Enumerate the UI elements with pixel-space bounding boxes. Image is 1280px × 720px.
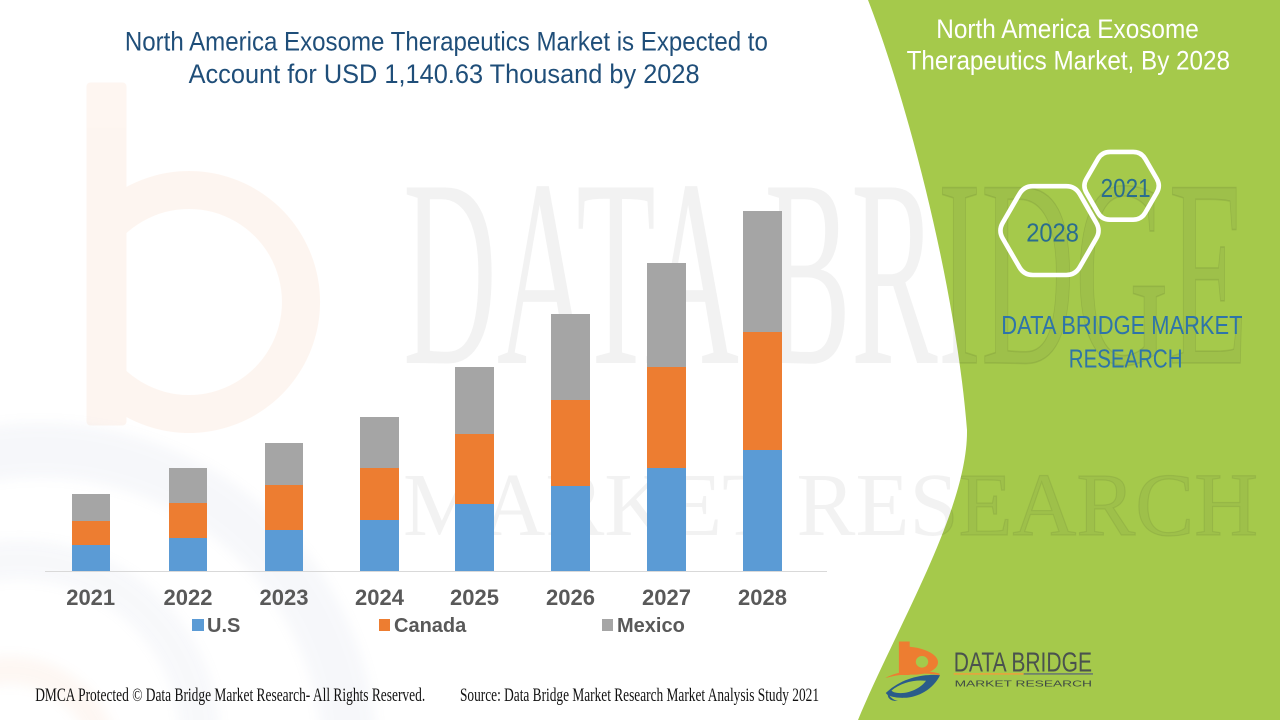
- svg-text:RESEARCH: RESEARCH: [1069, 344, 1183, 374]
- svg-text:DATA BRIDGE: DATA BRIDGE: [954, 646, 1092, 677]
- svg-text:Account for USD 1,140.63 Thous: Account for USD 1,140.63 Thousand by 202…: [189, 59, 700, 89]
- svg-text:2028: 2028: [1026, 218, 1079, 248]
- svg-text:DATA BRIDGE MARKET: DATA BRIDGE MARKET: [1001, 310, 1242, 340]
- svg-text:Source: Data Bridge Market Res: Source: Data Bridge Market Research Mark…: [460, 685, 819, 706]
- svg-text:DATA BRIDGE: DATA BRIDGE: [403, 124, 1248, 421]
- svg-text:North America Exosome: North America Exosome: [936, 14, 1199, 44]
- svg-text:2021: 2021: [1101, 173, 1151, 203]
- svg-text:North America Exosome Therapeu: North America Exosome Therapeutics Marke…: [125, 26, 768, 56]
- svg-text:MARKET RESEARCH: MARKET RESEARCH: [403, 456, 1258, 555]
- svg-text:Therapeutics Market, By 2028: Therapeutics Market, By 2028: [907, 45, 1230, 75]
- svg-text:MARKET RESEARCH: MARKET RESEARCH: [955, 678, 1092, 688]
- svg-text:DMCA Protected © Data Bridge M: DMCA Protected © Data Bridge Market Rese…: [35, 685, 425, 706]
